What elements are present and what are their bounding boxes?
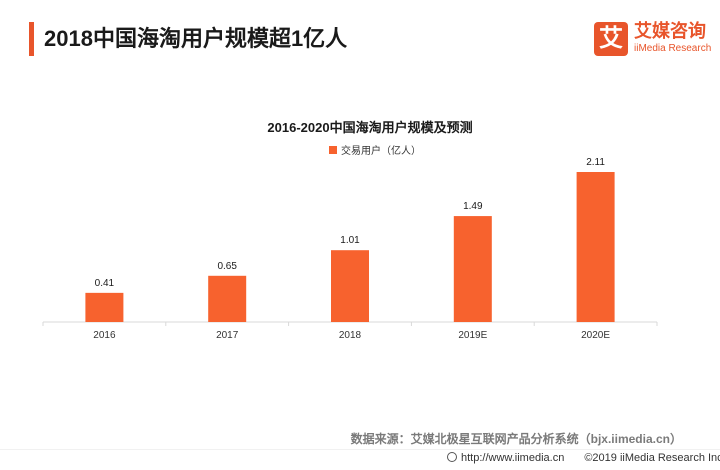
value-label-2017: 0.65 <box>217 261 237 272</box>
category-label-2018: 2018 <box>339 330 362 341</box>
bar-2019E <box>453 216 492 322</box>
chart-title: 2016-2020中国海淘用户规模及预测 <box>267 120 472 135</box>
footer-bar <box>0 449 720 470</box>
category-label-2016: 2016 <box>93 330 116 341</box>
title-accent-bar <box>29 22 34 56</box>
globe-icon <box>447 452 457 462</box>
brand-name-en: iiMedia Research <box>634 43 712 54</box>
bar-2017 <box>208 275 247 322</box>
bar-2018 <box>331 250 369 322</box>
category-label-2017: 2017 <box>216 330 239 341</box>
footer-url[interactable]: http://www.iimedia.cn <box>461 452 565 464</box>
footer: http://www.iimedia.cn ©2019 iiMedia Resea… <box>447 452 720 464</box>
value-label-2016: 0.41 <box>95 278 115 289</box>
category-labels: 2016 2017 2018 2019E 2020E <box>93 330 610 341</box>
x-axis-ticks <box>42 322 658 326</box>
category-label-2020E: 2020E <box>581 330 610 341</box>
category-label-2019E: 2019E <box>458 330 487 341</box>
value-label-2018: 1.01 <box>340 235 360 246</box>
brand-name-cn: 艾媒咨询 <box>634 21 706 41</box>
value-label-2020E: 2.11 <box>586 157 605 168</box>
bar-2016 <box>85 292 124 322</box>
data-source: 数据来源：艾媒北极星互联网产品分析系统（bjx.iimedia.cn） <box>350 432 682 446</box>
footer-copyright: ©2019 iiMedia Research Inc <box>584 452 720 464</box>
brand-mark-icon: 艾 <box>594 22 628 56</box>
value-labels: 0.41 0.65 1.01 1.49 2.11 <box>95 157 606 289</box>
bar-series <box>85 172 615 322</box>
bar-chart: 2016-2020中国海淘用户规模及预测 交易用户（亿人） 0.41 0.65 1.… <box>42 120 658 341</box>
page-title: 2018中国海淘用户规模超1亿人 <box>44 26 348 51</box>
value-label-2019E: 1.49 <box>463 201 483 212</box>
bar-2020E <box>576 172 615 322</box>
legend-swatch <box>329 146 337 154</box>
legend-label: 交易用户（亿人） <box>341 144 421 157</box>
